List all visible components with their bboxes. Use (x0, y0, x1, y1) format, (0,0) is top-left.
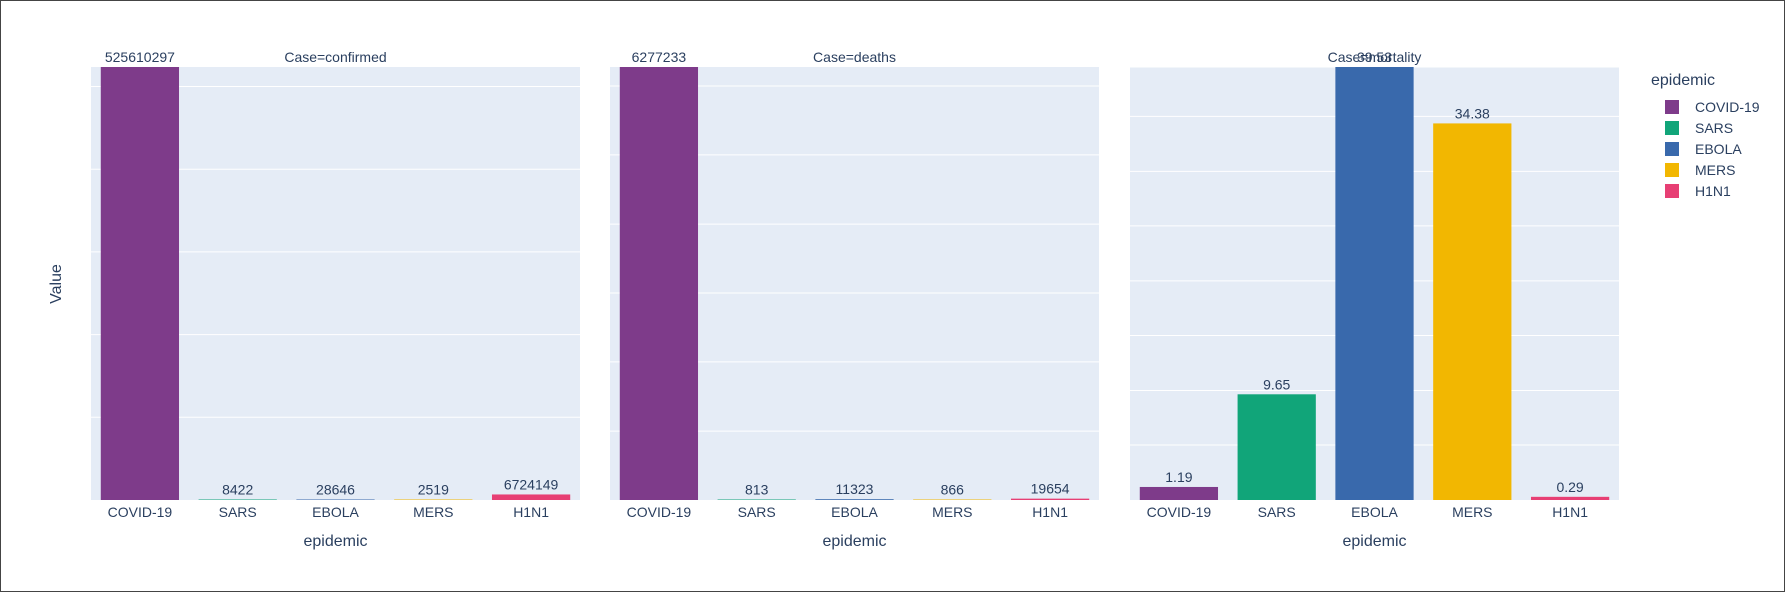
data-label: 8422 (222, 482, 253, 498)
x-tick-label: SARS (1258, 504, 1296, 520)
x-tick-label: MERS (413, 504, 453, 520)
facet-case-deaths: Case=deaths 6277233 COVID-19 813 SARS 11323 EB… (610, 49, 1099, 550)
bar-sars (1237, 394, 1316, 500)
data-label: 39.53 (1357, 49, 1392, 65)
x-tick-label: EBOLA (1351, 504, 1398, 520)
data-label: 813 (745, 482, 769, 498)
x-tick-label: COVID-19 (627, 504, 692, 520)
x-tick-label: SARS (738, 504, 776, 520)
data-label: 1.19 (1165, 469, 1192, 485)
x-tick-label: SARS (219, 504, 257, 520)
x-tick-label: MERS (932, 504, 972, 520)
legend-label: EBOLA (1695, 140, 1742, 157)
bar-sars (717, 499, 796, 500)
data-label: 28646 (316, 482, 355, 498)
legend-swatch (1665, 99, 1679, 114)
legend-label: SARS (1695, 119, 1734, 136)
legend: epidemic COVID-19 SARS EBOLA MERS H1N1 (1651, 72, 1760, 201)
x-tick-label: COVID-19 (1147, 504, 1212, 520)
facet-title: Case=deaths (813, 49, 896, 65)
bar-h1n1 (1530, 496, 1610, 500)
data-label: 866 (941, 482, 965, 498)
facet-case-confirmed: Case=confirmed 525610297 COVID-19 8422 SARS 2… (91, 49, 580, 550)
y-axis-title: Value (48, 264, 65, 304)
legend-item-sars[interactable]: SARS (1651, 117, 1760, 138)
facet-case-mortality: Case=mortality 1.19 COVID-19 9.65 SARS 39.53 E… (1130, 49, 1619, 550)
bar-ebola (296, 499, 375, 500)
legend-label: MERS (1695, 161, 1736, 178)
bar-ebola (815, 499, 894, 500)
x-tick-label: H1N1 (1032, 504, 1068, 520)
bar-mers (913, 499, 992, 500)
data-label: 525610297 (105, 49, 175, 65)
bar-covid-19 (1139, 486, 1219, 500)
x-tick-label: MERS (1452, 504, 1492, 520)
bar-ebola (1335, 67, 1414, 500)
bar-mers (1433, 123, 1512, 500)
legend-item-covid-19[interactable]: COVID-19 (1651, 96, 1760, 117)
bar-sars (198, 499, 277, 500)
bar-h1n1 (1010, 498, 1090, 500)
data-label: 34.38 (1455, 105, 1490, 121)
x-tick-label: H1N1 (513, 504, 549, 520)
legend-swatch (1665, 162, 1679, 177)
bar-mers (394, 499, 473, 500)
data-label: 0.29 (1556, 479, 1583, 495)
bar-covid-19 (619, 67, 699, 500)
data-label: 19654 (1031, 481, 1070, 497)
x-tick-label: EBOLA (312, 504, 359, 520)
data-label: 6277233 (632, 49, 687, 65)
legend-swatch (1665, 183, 1679, 198)
x-axis-title: epidemic (303, 533, 367, 550)
facet-title: Case=mortality (1328, 49, 1422, 65)
data-label: 11323 (836, 481, 874, 497)
bar-covid-19 (100, 67, 180, 500)
x-tick-label: EBOLA (831, 504, 878, 520)
legend-label: COVID-19 (1695, 98, 1760, 115)
legend-label: H1N1 (1695, 182, 1731, 199)
legend-swatch (1665, 120, 1679, 135)
x-axis-title: epidemic (822, 533, 886, 550)
x-tick-label: H1N1 (1552, 504, 1588, 520)
legend-item-mers[interactable]: MERS (1651, 159, 1760, 180)
x-axis-title: epidemic (1342, 533, 1406, 550)
data-label: 2519 (418, 482, 449, 498)
data-label: 9.65 (1263, 376, 1290, 392)
bar-h1n1 (491, 494, 571, 500)
facet-title: Case=confirmed (284, 49, 386, 65)
data-label: 6724149 (504, 476, 559, 492)
legend-swatch (1665, 141, 1679, 156)
legend-item-ebola[interactable]: EBOLA (1651, 138, 1760, 159)
legend-item-h1n1[interactable]: H1N1 (1651, 180, 1760, 201)
x-tick-label: COVID-19 (108, 504, 173, 520)
legend-title: epidemic (1651, 72, 1716, 89)
